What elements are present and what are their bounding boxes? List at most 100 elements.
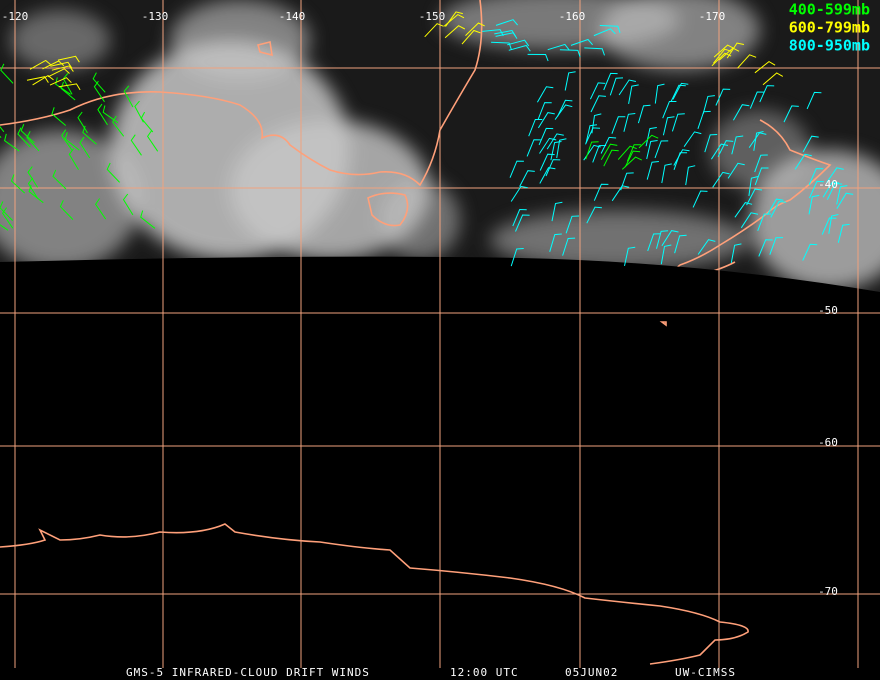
wind-barb [79,136,91,159]
wind-barb [495,32,518,39]
wind-barb [623,113,636,132]
wind-barb [102,105,119,124]
wind-barb [737,54,757,69]
wind-barb [585,141,599,160]
wind-barb [565,215,580,234]
wind-barb [134,100,144,123]
wind-barb [586,206,602,224]
wind-barb [140,210,156,229]
wind-barb [624,150,641,168]
wind-barb [584,47,605,56]
wind-barb [512,208,527,227]
wind-barb [628,84,639,104]
wind-barb [26,131,40,152]
wind-barb [570,38,593,46]
wind-barb [146,130,159,152]
wind-barb [609,77,624,96]
wind-barb [611,185,630,202]
wind-barb [106,162,120,183]
wind-barb [692,190,708,208]
wind-barb [710,143,729,160]
wind-barb [27,166,39,188]
wind-barb [537,102,552,120]
wind-barb [94,198,107,220]
wind-barb [727,162,745,179]
wind-barb [683,131,702,147]
wind-barb [673,152,688,170]
wind-barb [826,182,843,200]
wind-barb [732,104,750,121]
wind-barb [495,19,518,26]
wind-barb [1,207,14,229]
wind-barb [757,213,772,231]
wind-barb [0,125,5,133]
wind-barb [545,159,561,177]
wind-barb [748,176,759,196]
wind-barb [754,154,768,173]
wind-barb [661,230,679,247]
wind-barb [32,74,54,86]
wind-barb [611,116,626,134]
wind-barb [508,44,531,52]
wind-barb [646,140,658,160]
wind-barb [590,95,606,113]
footer-text: 05JUN02 [565,666,618,679]
wind-barb [603,72,618,91]
wind-barb [47,68,70,78]
wind-barb [64,132,80,151]
wind-barb [770,200,787,218]
wind-barb [444,25,466,39]
longitude-label: -120 [2,10,29,23]
wind-barb [82,125,97,145]
wind-barb [618,79,637,96]
wind-barb [539,167,556,184]
wind-barb [647,233,661,252]
latitude-label: -50 [818,304,838,317]
wind-barb [672,82,689,100]
wind-barb [600,143,618,160]
wind-barb [766,198,784,215]
wind-barb [592,145,607,163]
wind-barb [443,14,465,27]
wind-barb [754,60,776,74]
wind-barb [557,99,573,117]
wind-barb [526,139,541,157]
wind-barb [702,95,715,114]
wind-barb [564,71,576,91]
wind-barb [740,212,759,229]
wind-barb [670,84,686,102]
wind-barb [758,239,773,257]
wind-barb [593,183,609,201]
wind-barb [673,149,690,166]
footer-text: UW-CIMSS [675,666,736,679]
wind-barb [547,43,570,51]
wind-barb [10,174,26,194]
wind-barb [112,115,125,137]
wind-barb [51,65,74,72]
wind-barb [29,59,52,70]
wind-barb [57,55,80,63]
wind-barb [482,29,504,37]
wind-barb [465,22,485,36]
wind-barb [515,214,530,232]
wind-barb [809,180,824,199]
wind-barb [713,44,735,58]
wind-barb [549,233,562,252]
wind-barb [746,188,763,206]
wind-barb [61,129,73,151]
wind-barb [589,82,606,100]
wind-barb [762,72,784,86]
wind-barbs [0,11,854,267]
wind-barb [730,243,742,263]
wind-barb [93,80,105,103]
wind-barb [585,124,598,144]
wind-barb [42,60,65,70]
wind-barb [828,214,839,234]
wind-barb [92,72,106,93]
wind-barb [509,160,524,178]
wind-barb [0,201,13,221]
wind-barb [537,112,555,129]
wind-barb [519,170,535,187]
